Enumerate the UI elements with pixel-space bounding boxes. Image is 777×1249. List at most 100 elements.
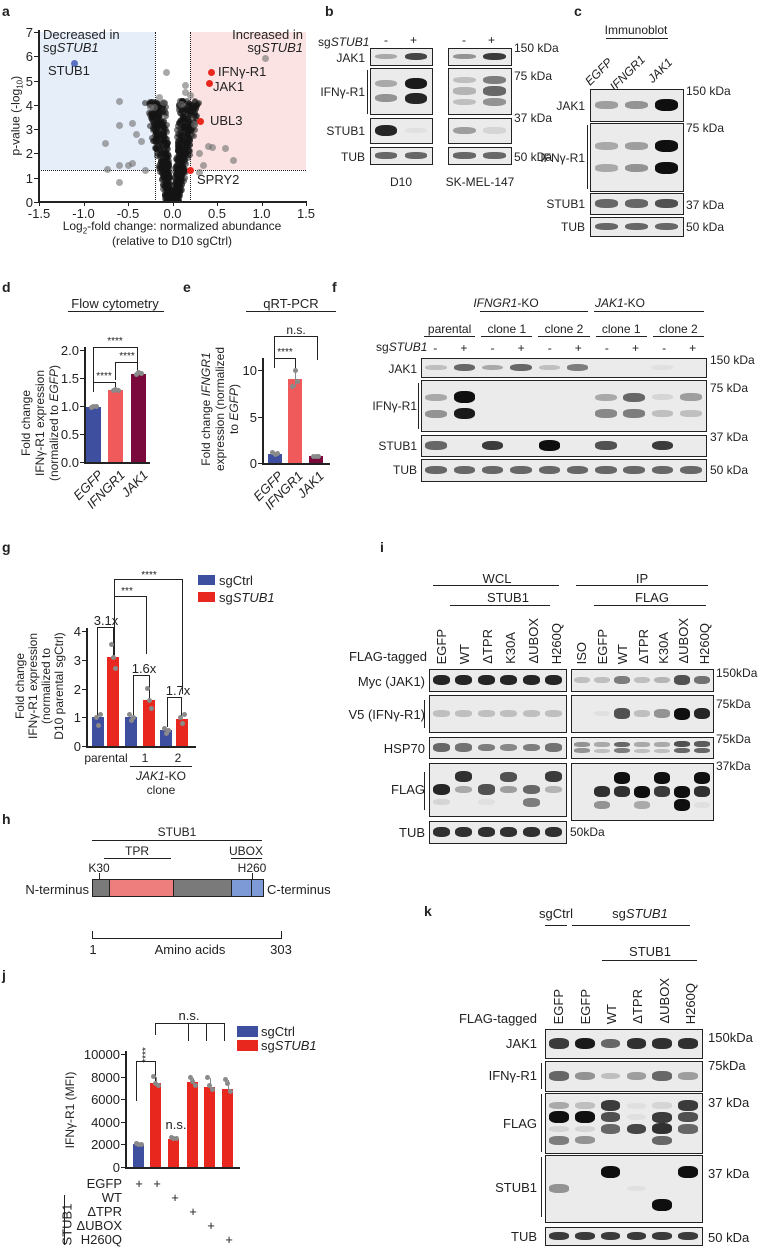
blot-row xyxy=(429,763,567,817)
protein-band xyxy=(549,1136,569,1145)
replicate-point xyxy=(93,714,99,720)
lane-sign: + xyxy=(488,33,496,47)
y-tick xyxy=(82,659,86,661)
row-label: TUB xyxy=(393,463,417,477)
wcl-label: WCL xyxy=(482,571,512,586)
blot-row xyxy=(448,68,512,115)
replicate-point xyxy=(93,404,99,410)
data-point xyxy=(162,165,169,172)
x-axis xyxy=(262,463,330,465)
protein-band xyxy=(510,465,532,475)
protein-band xyxy=(432,674,450,686)
group-line xyxy=(480,311,588,312)
data-point xyxy=(161,159,168,166)
y-tick-label: 5 xyxy=(249,409,257,425)
group-line xyxy=(572,925,690,926)
lane-group-label: clone 2 xyxy=(659,322,698,336)
x-category-label: 2 xyxy=(174,751,182,765)
protein-band xyxy=(500,771,518,782)
blot-row xyxy=(448,147,512,165)
replicate-point xyxy=(130,714,136,720)
data-point xyxy=(115,97,123,105)
highlighted-point xyxy=(197,118,205,126)
data-point xyxy=(155,94,163,102)
protein-band xyxy=(634,676,650,684)
blot-row xyxy=(590,89,684,122)
replicate-point xyxy=(161,726,167,732)
protein-band xyxy=(623,392,645,403)
protein-band xyxy=(404,92,428,104)
data-point xyxy=(177,179,184,186)
y-axis-title: IFNγ-R1 (MFI) xyxy=(63,1071,77,1149)
protein-band xyxy=(500,826,518,838)
x-axis xyxy=(84,462,150,464)
significance-bracket xyxy=(274,336,318,360)
protein-band xyxy=(600,1038,621,1049)
data-point xyxy=(163,192,170,199)
data-point xyxy=(179,142,186,149)
y-tick-label: 0.0 xyxy=(60,455,79,470)
lane-sign: - xyxy=(604,341,609,355)
protein-band xyxy=(549,1125,569,1132)
replicate-point xyxy=(138,371,144,377)
lane-group-label: clone 1 xyxy=(601,322,641,336)
row-label: FLAG xyxy=(503,1116,537,1131)
data-point xyxy=(154,112,161,119)
group-line xyxy=(576,585,708,586)
protein-band xyxy=(623,465,645,475)
protein-band xyxy=(634,801,650,809)
x-axis xyxy=(86,746,196,748)
blot-row xyxy=(421,358,707,378)
ubox-line xyxy=(231,858,262,859)
data-point xyxy=(124,162,132,170)
protein-band xyxy=(549,1184,569,1193)
data-point xyxy=(159,171,166,178)
bar xyxy=(187,1082,198,1167)
protein-band xyxy=(477,799,495,806)
protein-band xyxy=(600,1166,621,1179)
protein-band xyxy=(624,142,649,150)
replicate-point xyxy=(146,697,152,703)
highlighted-point xyxy=(208,68,216,76)
tpr-label: TPR xyxy=(125,844,149,858)
data-point xyxy=(175,172,182,179)
blot-row xyxy=(429,695,567,733)
protein-band xyxy=(574,1136,595,1145)
data-point xyxy=(191,120,199,128)
group-line xyxy=(602,960,697,961)
scale-bracket xyxy=(92,931,282,939)
row-label: JAK1 xyxy=(336,51,365,65)
data-point xyxy=(161,117,168,124)
fold-label: 1.7x xyxy=(165,683,191,698)
data-point xyxy=(151,127,158,134)
panel-letter-d: d xyxy=(2,279,11,295)
row-label: FLAG xyxy=(391,782,425,797)
data-point xyxy=(137,137,145,145)
data-point xyxy=(165,174,172,181)
k30-label: K30 xyxy=(88,861,110,875)
blot-row xyxy=(545,1227,703,1246)
protein-band xyxy=(453,407,476,420)
blot-row xyxy=(370,147,433,165)
flag-tagged-label: FLAG-tagged xyxy=(458,1011,537,1026)
x-category-label: 1 xyxy=(141,751,149,765)
bracket-tick xyxy=(155,1023,156,1035)
replicate-point xyxy=(155,1083,161,1089)
blot-row xyxy=(448,48,512,66)
significance-bracket xyxy=(93,347,138,382)
kda-marker: 37 kDa xyxy=(710,430,749,444)
ubox-domain xyxy=(231,880,263,896)
protein-band xyxy=(652,1135,673,1146)
protein-line xyxy=(92,840,262,841)
data-point xyxy=(152,121,159,128)
lane-group-line xyxy=(538,336,590,337)
data-point xyxy=(177,128,184,135)
row-bracket xyxy=(541,1063,542,1089)
lane-group-label: clone 1 xyxy=(487,322,527,336)
y-tick-label: 5 xyxy=(25,73,33,89)
blot-row xyxy=(429,821,567,844)
kda-marker: 75 kDa xyxy=(514,69,553,83)
protein-band xyxy=(655,222,679,231)
y-tick xyxy=(80,434,84,435)
data-point xyxy=(186,91,194,99)
